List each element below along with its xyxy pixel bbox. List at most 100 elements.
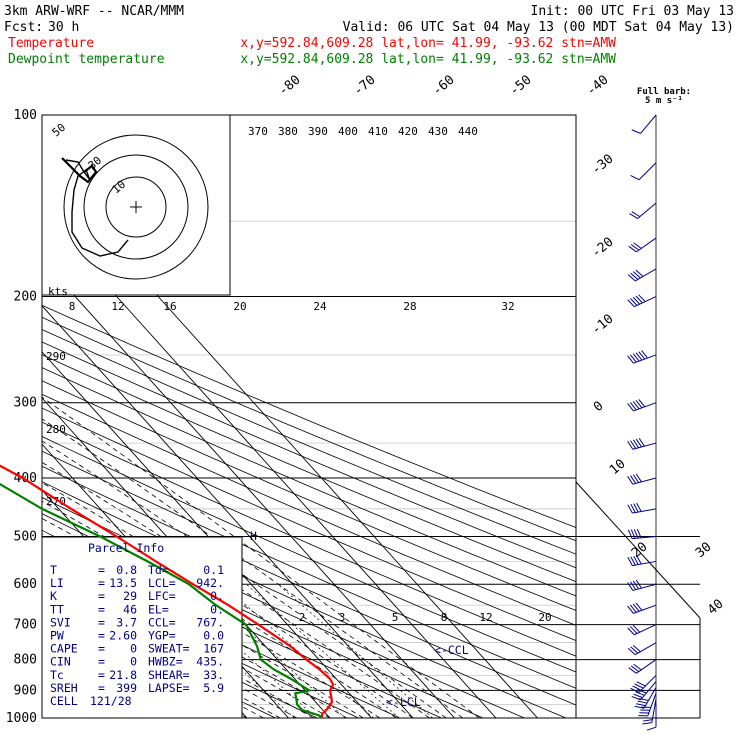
wind-barb-flag [632,296,641,305]
isotherm-label: 10 [607,457,629,479]
wind-barb-flag [632,353,640,362]
parcel-key: SVI [50,615,71,629]
wind-barb-flag [630,646,639,654]
theta-label: 430 [428,125,448,138]
wind-barb [627,350,657,364]
wind-barb-flag [630,503,636,513]
wind-barb [631,681,657,701]
wind-barb-flag [627,647,636,656]
wind-barb-flag [627,582,634,591]
parcel-value2: 435. [196,655,224,669]
isotherm-label: -10 [589,311,617,338]
wind-barb-flag [635,691,645,696]
pressure-tick-label: 800 [14,653,37,668]
ccl-marker: <-CCL [434,643,469,657]
wind-barb-flag [633,693,643,699]
pressure-tick-label: 100 [14,108,37,123]
wind-barb-staff [638,675,657,693]
wind-barb-flag [627,557,633,566]
wind-barb-staff [632,583,657,591]
pressure-tick-label: 900 [14,683,37,698]
hodograph-ring [63,134,209,280]
plot-frame [41,114,577,719]
theta-label-left: 290 [46,350,66,363]
dry-adiabat [42,393,576,626]
dry-adiabat [42,329,576,555]
wind-barb [631,114,657,134]
wind-barb-flag [628,667,637,674]
pressure-tick-label: 600 [14,577,37,592]
hodograph-ring [83,154,189,260]
mixing-ratio-label-low: 12 [479,611,492,624]
parcel-key: PW [50,629,64,643]
wind-barb-flag [632,603,640,612]
theta-label: 380 [278,125,298,138]
theta-label-left: 270 [46,495,66,508]
dewpoint-profile [0,482,323,719]
parcel-value: 0 [130,655,137,669]
parcel-eq: = [98,655,105,669]
diagonal-frame [575,481,701,619]
wind-barb-staff [634,268,657,282]
wind-barb-flag [635,602,643,611]
wind-barb-flag [632,439,640,449]
wind-barb [629,202,657,219]
dry-adiabat [42,465,576,706]
wind-barb-flag [638,437,645,447]
wind-barb-flag [627,529,633,539]
wind-barb-staff [640,681,657,701]
wind-barb-flag [627,355,634,364]
wind-barb [638,693,657,717]
wind-barb-flag [635,400,643,409]
hodograph-trace-low [61,157,98,184]
pressure-tick-label: 700 [14,618,37,633]
parcel-value2: 942. [196,576,224,590]
parcel-key: T [50,563,57,577]
wind-barb [627,294,657,308]
dry-adiabat [42,436,576,673]
wind-barb-staff [632,508,657,514]
wind-barb-flag [639,698,649,701]
wind-barb [627,642,657,656]
parcel-value2: 0.0 [203,629,224,643]
valid-time: Valid: 06 UTC Sat 04 May 13 (00 MDT Sat … [343,20,734,35]
parcel-value: 46 [123,602,137,616]
wind-barb-staff [632,477,657,485]
parcel-value2: 0. [210,589,224,603]
hodograph-ring [105,176,167,238]
fcst-value: 30 h [48,20,79,35]
parcel-key2: LFC= [148,589,176,603]
parcel-eq: = [98,576,105,590]
parcel-key2: HWBZ= [148,655,183,669]
parcel-eq: = [98,642,105,656]
parcel-value: 29 [123,589,137,603]
wind-barb-staff [632,442,657,450]
wind-barb [628,237,657,253]
parcel-key: SREH [50,681,78,695]
wind-barb-flag [627,299,635,308]
parcel-key: LI [50,576,64,590]
wind-barb-flag [630,475,637,484]
parcel-eq: = [98,602,105,616]
parcel-eq: = [98,615,105,629]
wind-barb-staff [638,162,657,181]
parcel-key: TT [50,602,64,616]
wind-barb [627,399,657,412]
parcel-key2: LAPSE= [148,681,190,695]
wind-barb-staff [633,604,657,614]
parcel-eq: = [98,629,105,643]
wind-barb-staff [636,659,657,674]
wind-barb-flag [627,441,634,450]
hodograph-units: kts [48,285,68,298]
wind-barb [627,473,657,485]
parcel-title: Parcel Info [88,541,164,555]
pressure-tick-label: 200 [14,290,37,305]
parcel-value2: 33. [203,668,224,682]
wind-barb-flag [633,555,639,565]
wind-barb-flag [634,705,645,709]
wind-barb-flag [636,703,646,707]
parcel-value: 2.60 [109,629,137,643]
wind-barb-staff [634,642,657,656]
wind-barb [630,675,657,693]
